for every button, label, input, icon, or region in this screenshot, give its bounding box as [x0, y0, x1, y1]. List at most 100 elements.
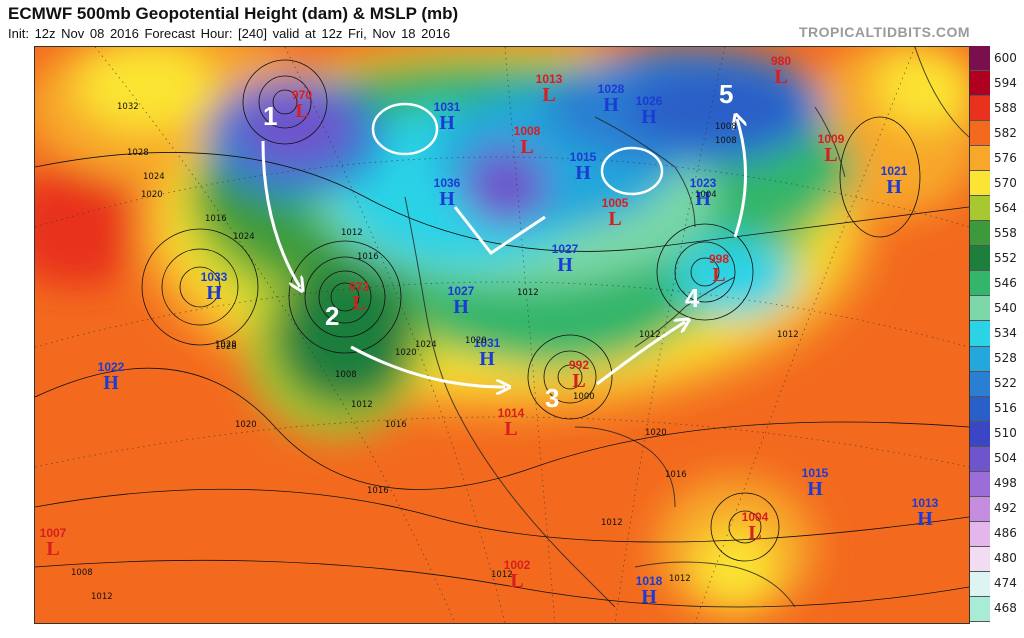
isobar-label: 1016: [665, 470, 687, 480]
high-pressure-value: 1027: [448, 284, 475, 298]
legend-entry: 552: [970, 246, 1022, 272]
legend-entry: 480: [970, 546, 1022, 572]
isobar-label: 1012: [601, 518, 623, 528]
low-pressure-value: 1002: [504, 558, 531, 572]
low-pressure-value: 980: [771, 54, 791, 68]
high-pressure-symbol: H: [917, 508, 933, 530]
annotation-oval: [371, 102, 439, 156]
isobar-label: 1032: [117, 102, 139, 112]
legend-swatch: [970, 346, 990, 372]
legend-swatch: [970, 196, 990, 222]
high-pressure-symbol: H: [439, 112, 455, 134]
high-pressure-value: 1033: [201, 270, 228, 284]
high-pressure-value: 1023: [690, 176, 717, 190]
low-pressure-value: 992: [569, 358, 589, 372]
high-pressure-symbol: H: [557, 254, 573, 276]
high-pressure-value: 1031: [434, 100, 461, 114]
legend-entry: 594: [970, 71, 1022, 97]
isobar-label: 1000: [573, 392, 595, 402]
low-pressure-symbol: L: [774, 66, 787, 88]
high-pressure-value: 1031: [474, 336, 501, 350]
chart-title: ECMWF 500mb Geopotential Height (dam) & …: [8, 4, 459, 23]
isobar-label: 1024: [143, 172, 165, 182]
legend-entry: 564: [970, 196, 1022, 222]
isobar-label: 1020: [465, 336, 487, 346]
legend-swatch: [970, 171, 990, 197]
legend-label: 564: [994, 200, 1017, 215]
isobars: [35, 59, 969, 608]
high-pressure-symbol: H: [453, 296, 469, 318]
legend-swatch: [970, 246, 990, 272]
chart-subtitle: Init: 12z Nov 08 2016 Forecast Hour: [24…: [8, 26, 451, 41]
high-pressure-value: 1015: [802, 466, 829, 480]
track-step-number: 5: [719, 79, 733, 109]
low-pressure-value: 1004: [742, 510, 769, 524]
isobar-label: 1028: [215, 340, 237, 350]
low-pressure-value: 970: [292, 88, 312, 102]
legend-entry: 510: [970, 421, 1022, 447]
isobar-label: 1024: [233, 232, 255, 242]
legend-entry: 474: [970, 571, 1022, 597]
lat-lon-grid: [35, 47, 969, 623]
high-pressure-value: 1018: [636, 574, 663, 588]
legend-label: 570: [994, 175, 1017, 190]
legend-entry: 516: [970, 396, 1022, 422]
isobar-label: 1012: [669, 574, 691, 584]
low-pressure-value: 998: [709, 252, 729, 266]
track-step-number: 4: [685, 283, 700, 313]
legend-swatch: [970, 421, 990, 447]
isobar-label: 1012: [639, 330, 661, 340]
legend-entry: 534: [970, 321, 1022, 347]
track-step-number: 3: [545, 383, 559, 413]
legend-label: 552: [994, 250, 1017, 265]
isobar-label: 1012: [491, 570, 513, 580]
legend-entry: 576: [970, 146, 1022, 172]
high-pressure-value: 1028: [598, 82, 625, 96]
legend-swatch: [970, 446, 990, 472]
legend-label: 582: [994, 125, 1017, 140]
legend-entry: 504: [970, 446, 1022, 472]
legend-entry: 492: [970, 496, 1022, 522]
low-pressure-symbol: L: [608, 208, 621, 230]
track-arrows: [261, 119, 747, 387]
high-pressure-symbol: H: [886, 176, 902, 198]
legend-label: 600: [994, 50, 1017, 65]
legend-label: 486: [994, 526, 1017, 541]
legend-label: 480: [994, 551, 1017, 566]
legend-swatch: [970, 396, 990, 422]
track-step-number: 2: [325, 301, 339, 331]
low-pressure-symbol: L: [712, 264, 725, 286]
low-pressure-symbol: L: [748, 522, 761, 544]
isobar-label: 1028: [127, 148, 149, 158]
track-step-number: 1: [263, 101, 277, 131]
legend-label: 576: [994, 150, 1017, 165]
isobar-label: 1008: [335, 370, 357, 380]
high-pressure-symbol: H: [439, 188, 455, 210]
high-pressure-value: 1026: [636, 94, 663, 108]
legend-swatch: [970, 596, 990, 622]
legend-swatch: [970, 46, 990, 72]
legend-swatch: [970, 571, 990, 597]
legend-entry: 600: [970, 46, 1022, 72]
high-pressure-symbol: H: [807, 478, 823, 500]
low-pressure-value: 1013: [536, 72, 563, 86]
legend-label: 588: [994, 100, 1017, 115]
high-pressure-value: 1027: [552, 242, 579, 256]
legend-swatch: [970, 296, 990, 322]
annotation-oval: [600, 146, 664, 196]
legend-entry: 486: [970, 521, 1022, 547]
legend-entry: 540: [970, 296, 1022, 322]
isobar-label: 1004: [695, 190, 717, 200]
low-pressure-symbol: L: [520, 136, 533, 158]
high-pressure-symbol: H: [206, 282, 222, 304]
legend-label: 510: [994, 426, 1017, 441]
legend-label: 594: [994, 75, 1017, 90]
legend-entry: 498: [970, 471, 1022, 497]
high-pressure-value: 1022: [98, 360, 125, 374]
trough-axis: [453, 206, 546, 256]
low-pressure-symbol: L: [542, 84, 555, 106]
legend-swatch: [970, 321, 990, 347]
legend-swatch: [970, 496, 990, 522]
